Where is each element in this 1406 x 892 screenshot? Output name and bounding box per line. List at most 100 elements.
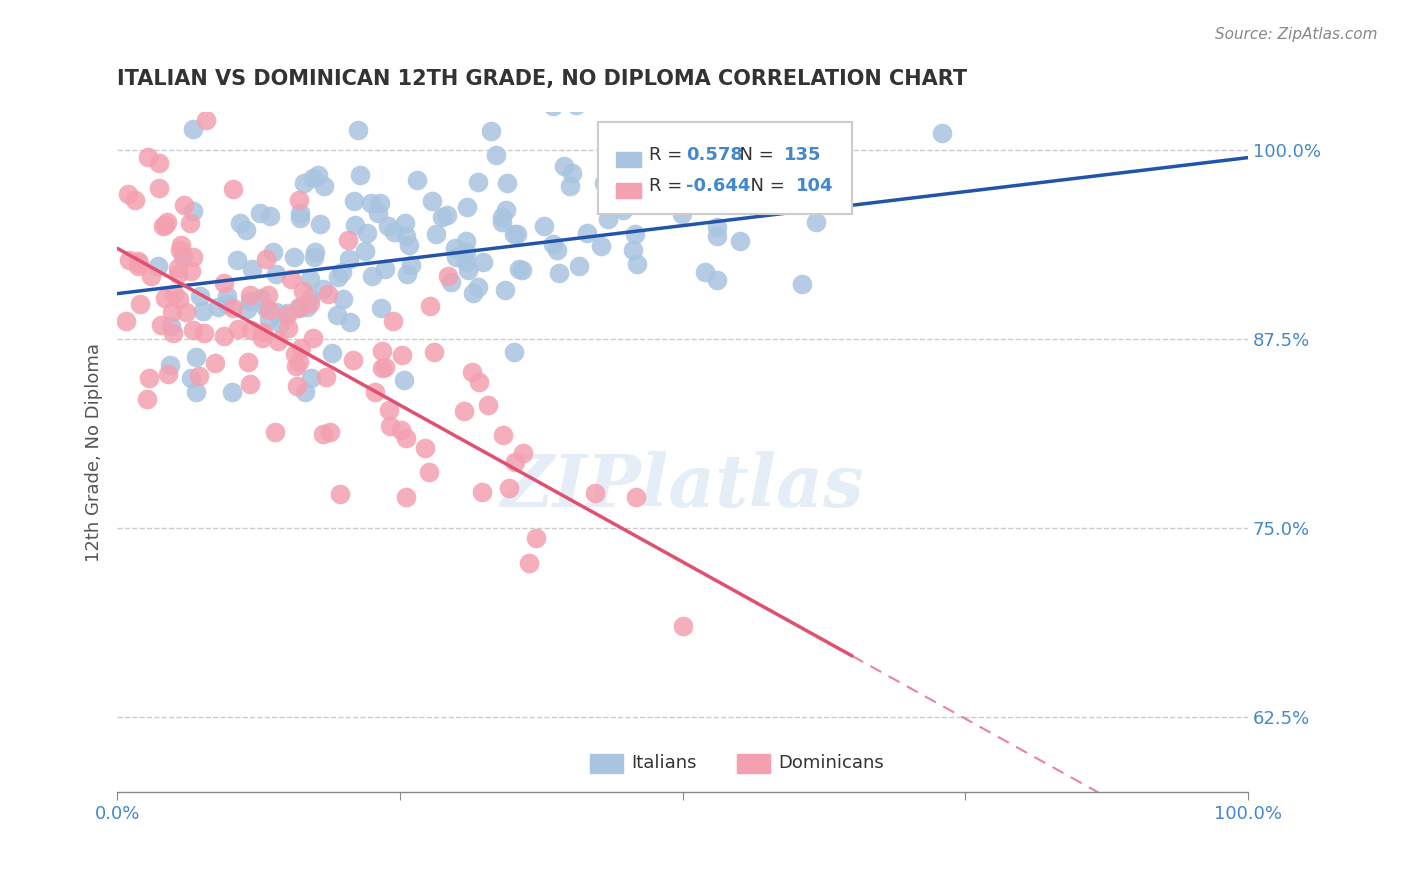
Point [728,234,751,248]
Point [627,166,650,180]
Text: N =: N = [728,146,779,164]
Point [284,347,307,361]
FancyBboxPatch shape [737,754,769,773]
Point [148,259,170,273]
Point [378,419,401,434]
Point [444,241,467,255]
Point [440,275,463,289]
Point [188,369,211,384]
Point [288,300,311,314]
Point [472,254,495,268]
Point [321,345,343,359]
Point [374,262,396,277]
Point [179,216,201,230]
Point [533,219,555,234]
Point [236,355,259,369]
Point [294,384,316,399]
Point [117,187,139,202]
Point [436,208,458,222]
Point [225,253,247,268]
Point [302,170,325,185]
Point [181,250,204,264]
Point [264,305,287,319]
Point [193,303,215,318]
Point [297,300,319,314]
Point [804,214,827,228]
Point [374,360,396,375]
Point [454,255,477,269]
Point [378,402,401,417]
Point [467,175,489,189]
Point [194,112,217,127]
Point [307,168,329,182]
Point [290,341,312,355]
Point [494,283,516,297]
Point [228,322,250,336]
Text: 135: 135 [785,146,821,164]
Point [254,301,277,315]
Point [184,384,207,399]
Point [395,228,418,243]
Point [561,166,583,180]
Point [288,355,311,369]
Text: -0.644: -0.644 [686,177,751,194]
Point [152,219,174,233]
Point [319,425,342,439]
Point [236,301,259,316]
Point [290,211,312,225]
Point [159,358,181,372]
Point [401,258,423,272]
Point [276,305,298,319]
Point [568,260,591,274]
Point [167,292,190,306]
Point [136,392,159,407]
Point [115,314,138,328]
Point [491,210,513,224]
Point [240,262,263,277]
Point [492,428,515,442]
Point [180,371,202,385]
Point [347,123,370,137]
Point [413,441,436,455]
Point [419,299,441,313]
Point [283,250,305,264]
Point [382,225,405,239]
Point [181,122,204,136]
FancyBboxPatch shape [598,122,852,214]
Point [456,245,478,260]
Point [266,267,288,281]
Point [169,243,191,257]
Point [370,301,392,315]
Text: R =: R = [648,177,688,194]
Point [491,215,513,229]
Point [302,250,325,264]
Y-axis label: 12th Grade, No Diploma: 12th Grade, No Diploma [86,343,103,562]
Point [671,619,693,633]
Point [583,486,606,500]
Point [337,252,360,267]
Point [239,323,262,337]
Point [138,371,160,385]
Point [285,379,308,393]
Text: 0.578: 0.578 [686,146,742,164]
Point [394,373,416,387]
Point [502,345,524,359]
Point [621,243,644,257]
Point [288,193,311,207]
Point [471,484,494,499]
Point [329,487,352,501]
Point [156,367,179,381]
Point [238,294,260,309]
Point [517,556,540,570]
Point [626,257,648,271]
Point [456,234,478,248]
Point [222,182,245,196]
Point [456,201,478,215]
Point [128,256,150,270]
Point [541,99,564,113]
Point [299,296,322,310]
Point [444,250,467,264]
Point [461,365,484,379]
Point [148,180,170,194]
Point [222,301,245,315]
